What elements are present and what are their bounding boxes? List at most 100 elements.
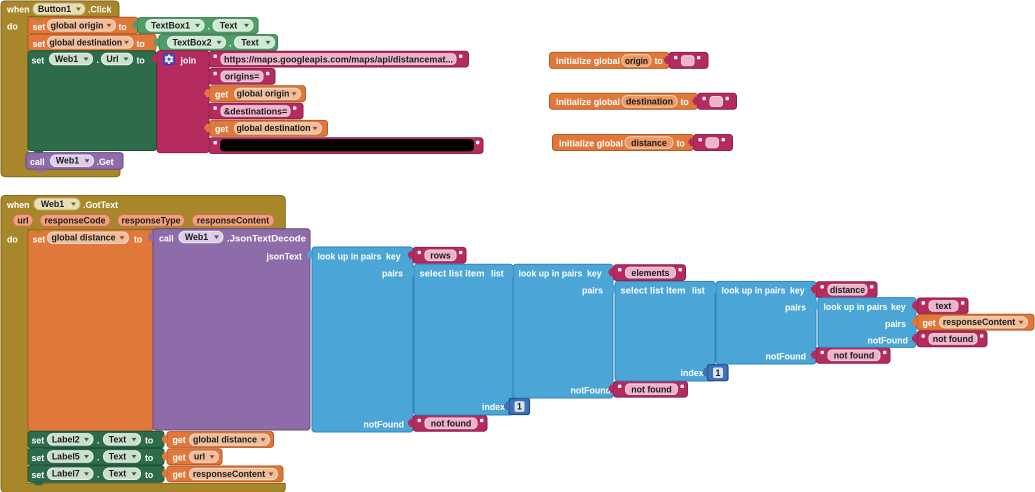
svg-text:Text: Text [241,37,259,47]
svg-text:Web1: Web1 [55,54,78,64]
svg-text:url: url [17,216,28,226]
svg-text:url: url [194,452,205,462]
svg-text:Web1: Web1 [41,199,64,209]
svg-text:notFound: notFound [867,335,908,345]
svg-text:Label2: Label2 [52,434,80,444]
svg-text:set: set [32,436,45,446]
svg-text:when: when [6,200,29,210]
svg-text:get: get [923,318,936,328]
svg-text:set: set [32,470,45,480]
svg-text:to: to [655,56,664,66]
svg-text:responseContent: responseContent [943,317,1015,327]
svg-text:.: . [208,22,210,32]
svg-text:to: to [681,97,690,107]
svg-text:not found: not found [834,351,875,361]
svg-text:.: . [97,470,99,480]
svg-text:responseContent: responseContent [197,216,269,226]
svg-text:get: get [173,470,186,480]
svg-text:to: to [145,436,154,446]
svg-text:set: set [33,39,46,49]
svg-text:select list item: select list item [621,286,686,296]
svg-text:key: key [891,302,906,312]
svg-text:initialize global: initialize global [556,56,620,66]
svg-text:pairs: pairs [382,269,403,279]
svg-text:to: to [677,138,686,148]
svg-text:pairs: pairs [582,286,603,296]
svg-text:.Get: .Get [97,157,114,167]
svg-text:Url: Url [106,54,118,64]
svg-text:look up in pairs: look up in pairs [722,286,786,296]
svg-text:&destinations=: &destinations= [224,106,287,116]
svg-text:notFound: notFound [363,419,404,429]
svg-text:global origin: global origin [51,20,104,30]
svg-text:to: to [137,55,146,65]
svg-text:Text: Text [109,452,127,462]
svg-text:Web1: Web1 [56,156,79,166]
svg-text:elements: elements [631,268,669,278]
svg-text:.: . [229,39,231,49]
svg-text:TextBox2: TextBox2 [173,37,212,47]
svg-text:call: call [159,234,174,244]
svg-text:TextBox1: TextBox1 [151,20,190,30]
svg-text:Text: Text [109,434,127,444]
svg-text:key: key [386,251,401,261]
svg-text:1: 1 [517,402,522,412]
svg-text:distance: distance [830,285,865,295]
svg-text:list: list [692,286,705,296]
svg-text:join: join [180,55,197,65]
svg-text:.: . [97,453,99,463]
svg-text:initialize global: initialize global [556,97,620,107]
svg-text:origins=: origins= [225,72,259,82]
svg-text:initialize global: initialize global [559,138,623,148]
svg-text:origin: origin [625,56,648,66]
svg-text:1: 1 [716,368,721,378]
svg-text:Button1: Button1 [38,4,71,14]
svg-text:set: set [32,55,45,65]
svg-text:.JsonTextDecode: .JsonTextDecode [227,234,306,244]
svg-text:distance: distance [631,138,667,148]
svg-text:call: call [30,157,45,167]
svg-text:key: key [587,269,602,279]
svg-text:.Click: .Click [88,5,112,15]
svg-text:not found: not found [631,385,672,395]
svg-text:select list item: select list item [420,269,485,279]
svg-text:responseType: responseType [122,216,181,226]
svg-text:responseContent: responseContent [193,469,265,479]
svg-text:to: to [134,234,143,244]
svg-text:get: get [173,452,186,462]
svg-text:global destination: global destination [237,123,311,133]
svg-text:get: get [173,435,186,445]
svg-text:rows: rows [430,251,451,261]
svg-text:jsonText: jsonText [265,251,302,261]
svg-text:https://maps.googleapis.com/ma: https://maps.googleapis.com/maps/api/dis… [224,54,453,64]
svg-text:pairs: pairs [785,303,806,313]
svg-text:notFound: notFound [765,351,806,361]
svg-text:Label7: Label7 [52,469,80,479]
svg-text:set: set [33,234,46,244]
svg-text:to: to [137,39,146,49]
svg-text:global destination: global destination [50,37,123,47]
svg-text:to: to [145,470,154,480]
svg-text:list: list [491,269,504,279]
svg-text:when: when [6,5,29,15]
svg-text:look up in pairs: look up in pairs [318,251,382,261]
svg-text:index: index [482,402,505,412]
svg-text:text: text [936,301,952,311]
svg-text:.GotText: .GotText [83,200,118,210]
svg-text:Text: Text [220,20,238,30]
svg-text:do: do [7,22,18,32]
svg-text:get: get [215,89,228,99]
svg-text:pairs: pairs [885,319,906,329]
svg-text:responseCode: responseCode [44,216,105,226]
svg-text:look up in pairs: look up in pairs [824,302,888,312]
svg-text:destination: destination [626,97,673,107]
svg-text:key: key [790,286,805,296]
svg-text:Text: Text [109,469,127,479]
svg-text:set: set [33,22,46,32]
svg-text:set: set [32,453,45,463]
svg-text:not found: not found [431,419,472,429]
svg-text:Web1: Web1 [185,232,208,242]
svg-text:notFound: notFound [570,385,611,395]
svg-text:global origin: global origin [237,89,290,99]
svg-text:get: get [215,124,228,134]
